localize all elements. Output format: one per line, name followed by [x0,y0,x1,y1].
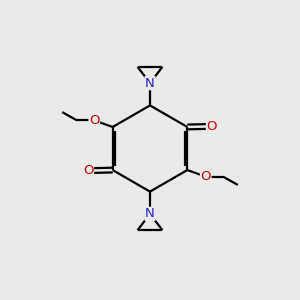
Text: O: O [206,120,217,133]
Text: O: O [200,170,211,183]
Text: N: N [145,76,155,90]
Text: O: O [83,164,94,177]
Text: N: N [145,207,155,220]
Text: O: O [89,114,100,127]
